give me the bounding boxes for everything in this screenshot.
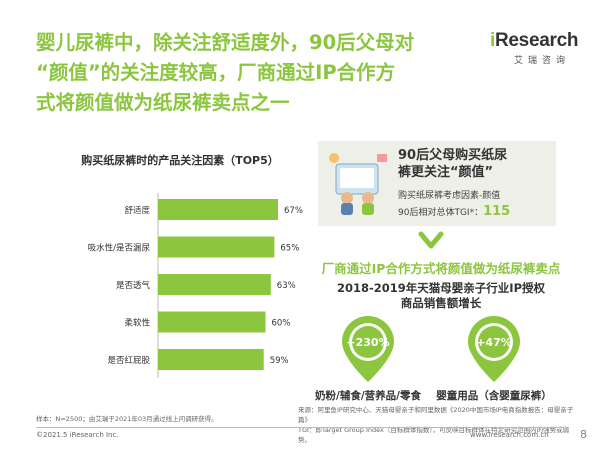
category-label: 是否透气 — [116, 280, 151, 291]
source-note: 来源：阿里鱼IP研究中心、天猫母婴亲子和阿里数据《2020中国市场IP电商指数报… — [298, 406, 574, 444]
panel-line: 购买纸尿裤考虑因素-颜值 — [398, 191, 501, 201]
footer-divider — [36, 427, 564, 428]
value-label: 67% — [284, 206, 303, 216]
pin-label-milk: 奶粉/辅食/营养品/零食 — [314, 390, 421, 402]
growth-value-milk: +230% — [346, 336, 389, 349]
bar — [158, 199, 278, 220]
value-label: 63% — [277, 281, 296, 291]
logo-i: i — [490, 30, 495, 51]
category-label: 吸水性/是否漏尿 — [88, 243, 151, 254]
page-number: 8 — [580, 428, 587, 441]
site-url: www.iresearch.com.cn — [470, 431, 549, 439]
growth-pin-milk: +230% — [342, 316, 394, 382]
bar — [158, 274, 271, 295]
panel-title: 90后父母购买纸尿 裤更关注“颜值” — [398, 148, 508, 180]
bar — [158, 311, 266, 333]
slide-title: 婴儿尿裤中，除关注舒适度外，90后父母对 “颜值”的关注度较高，厂商通过IP合作… — [36, 31, 415, 114]
down-arrow-icon — [418, 231, 444, 249]
tgi-label: 90后相对总体TGI*： — [398, 208, 484, 218]
bar — [158, 236, 275, 258]
logo-subtitle: 艾瑞咨询 — [513, 56, 570, 66]
pin-label-baby: 婴童用品（含婴童尿裤） — [436, 390, 552, 402]
value-label: 59% — [270, 356, 289, 366]
growth-pin-baby: +47% — [468, 316, 520, 382]
chart-title: 购买纸尿裤时的产品关注因素（TOP5） — [81, 154, 279, 167]
ip-title: 厂商通过IP合作方式将颜值做为纸尿裤卖点 — [321, 261, 561, 276]
category-label: 舒适度 — [124, 205, 150, 216]
category-label: 柔软性 — [124, 318, 150, 329]
panel-tgi: 90后相对总体TGI*：115 — [398, 204, 510, 219]
sample-note: 样本：N=2500；由艾瑞于2021年03月通过线上问调研获得。 — [36, 415, 218, 423]
value-label: 65% — [280, 244, 299, 254]
tgi-value: 115 — [483, 204, 511, 219]
ip-subtitle: 2018-2019年天猫母婴亲子行业IP授权 商品销售额增长 — [337, 281, 545, 310]
category-label: 是否红屁股 — [107, 355, 150, 366]
bar — [158, 349, 264, 370]
growth-value-baby: +47% — [476, 336, 512, 349]
copyright: ©2021.5 iResearch Inc. — [36, 431, 119, 439]
iresearch-logo: iResearch 艾瑞咨询 — [490, 30, 578, 66]
logo-rest: Research — [494, 30, 579, 51]
parent-shopping-illustration — [329, 153, 387, 215]
value-label: 60% — [272, 319, 291, 329]
